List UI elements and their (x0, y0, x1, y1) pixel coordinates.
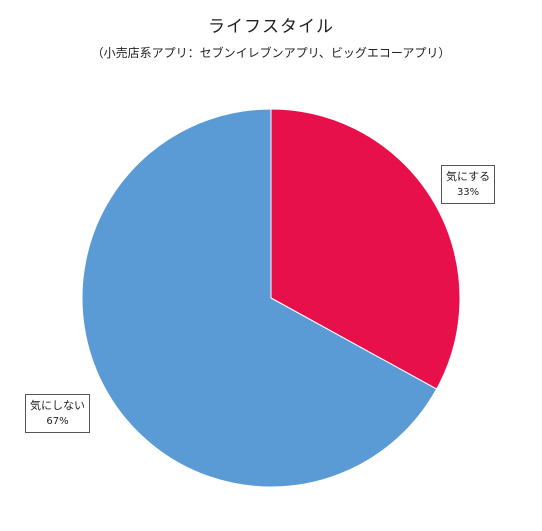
data-label-value: 67% (46, 416, 69, 427)
data-label-category: 気にしない (30, 399, 85, 412)
data-label-kinisuru: 気にする 33% (441, 165, 496, 204)
pie-slice-1 (81, 108, 438, 488)
data-label-value: 33% (456, 187, 480, 198)
chart-title: ライフスタイル (208, 17, 334, 37)
pie-slice-0 (270, 108, 461, 390)
data-label-kinishinai: 気にしない 67% (25, 394, 90, 433)
chart-subtitle: （小売店系アプリ：セブンイレブンアプリ、ビッグエコーアプリ） (91, 46, 451, 60)
data-label-category: 気にする (446, 170, 491, 183)
